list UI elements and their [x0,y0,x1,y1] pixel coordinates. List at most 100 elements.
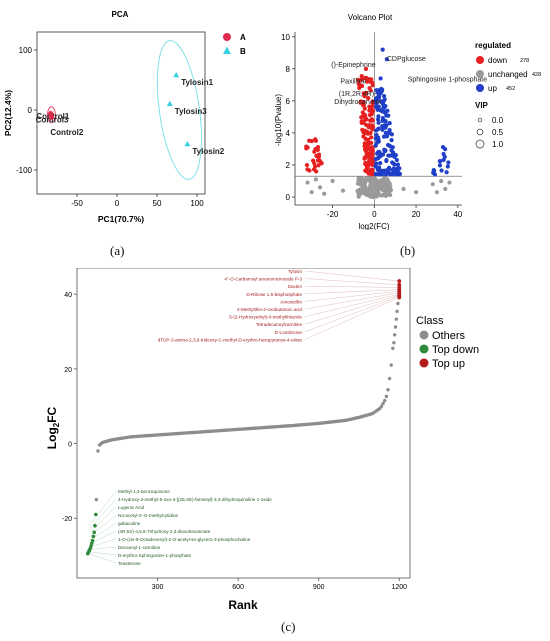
volcano-point-unchanged [443,186,448,192]
volcano-point-unchanged [356,189,362,195]
volcano-point-up [444,170,449,175]
volcano-point-unchanged [373,177,378,182]
volcano-point-up [378,76,383,81]
volcano-point-up [437,163,443,168]
volcano-size-legend-marker [475,139,485,149]
rank-top-down-leader [88,506,117,534]
volcano-point-unchanged [358,182,363,187]
volcano-point-unchanged [430,182,435,187]
volcano-x-tick-label: 20 [412,210,421,219]
rank-point [387,376,392,381]
volcano-point-down [315,146,320,151]
volcano-legend-marker [476,56,484,64]
volcano-point-up [386,131,391,136]
pca-point-label: Tylosin2 [192,147,224,156]
rank-y-tick-label: -20 [62,516,72,523]
volcano-point-up [375,107,380,112]
rank-point [386,388,390,392]
volcano-point-up [387,121,392,126]
volcano-point-up [373,143,378,148]
pca-legend-label: B [240,47,246,56]
rank-top-down-label: (4R,5S)-4,5,6-Trihydroxy-2,3-dioxohexano… [118,529,211,534]
volcano-point-down [367,85,372,91]
volcano-point-down [367,123,372,128]
rank-point [396,301,400,306]
volcano-legend-count: 428 [532,72,541,78]
volcano-point-unchanged [365,177,370,182]
volcano-point-up [374,128,379,133]
volcano-point-up [381,93,387,99]
volcano-size-legend-title: VIP [475,101,489,110]
volcano-point-unchanged [362,191,367,196]
volcano-point-down [304,144,309,149]
volcano-y-tick-label: 2 [286,161,291,170]
volcano-point-up [378,161,383,166]
volcano-panel: Volcano Plot -20 0 20 40 0 2 4 6 8 10 CDPglucose (… [270,0,550,265]
volcano-point-up [381,134,387,139]
rank-x-axis-label: Rank [228,598,258,612]
volcano-point-down [313,138,319,143]
volcano-size-legend-marker [477,117,483,123]
volcano-size-legend-marker [476,128,484,136]
volcano-point-down [361,103,366,108]
rank-point [393,325,398,329]
volcano-point-up [394,157,399,163]
rank-top-up-label: dTDP-3-amino-2,3,6-trideoxy-C-methyl-D-e… [158,337,303,342]
rank-point [94,497,99,502]
volcano-point-down [363,136,368,141]
volcano-point-unchanged [413,190,419,195]
pca-x-axis-label: PC1(70.7%) [98,214,144,224]
volcano-point-up [380,127,385,132]
volcano-point-unchanged [447,180,452,185]
volcano-point-down [363,161,368,167]
volcano-point-up [438,159,443,164]
volcano-point-down [361,120,366,125]
volcano-size-legend-label: 0.5 [492,128,504,137]
rank-point-top-down [93,512,98,517]
rank-top-down-leader [89,538,117,548]
rank-top-down-label: Methyl-1,4-benzoquinone [118,489,170,494]
volcano-point-unchanged [374,193,379,199]
volcano-point-down [367,160,372,165]
volcano-point-up [377,154,382,160]
volcano-point-down [316,158,321,163]
volcano-y-tick-label: 0 [286,193,291,202]
rank-point [379,404,384,408]
volcano-point-unchanged [387,186,392,191]
rank-top-down-label: 4-Hydroxy-3-methyl-5-oxo-4-[(2E,6E)-farn… [118,497,272,502]
rank-top-up-label: D-Ribose 1,5-bisphosphate [246,292,302,297]
rank-legend: Class Others Top down Top up [416,315,479,370]
volcano-point-down [307,168,312,173]
volcano-point-up [376,114,381,119]
rank-top-down-label: Lugenic Acid [118,505,144,510]
pca-x-tick-label: -50 [71,199,83,208]
volcano-point-down [362,144,367,149]
rank-x-tick-label: 900 [313,584,325,591]
volcano-point-up [432,172,438,177]
volcano-annotation: ()-Epinephrine [331,62,375,69]
volcano-point-down [370,123,375,128]
volcano-point-up [384,158,389,164]
pca-point-tylosin2 [184,141,191,147]
volcano-point-unchanged [434,190,440,195]
pca-legend-marker [223,46,231,54]
volcano-point-down [367,151,372,156]
volcano-point-up [382,149,387,154]
volcano-x-tick-label: 0 [372,210,377,219]
volcano-x-tick-label: -20 [327,210,339,219]
volcano-point-up [386,167,391,172]
volcano-point-up [380,118,385,123]
volcano-y-axis-label: -log10(Pvalue) [274,94,283,146]
volcano-point-up [384,57,389,62]
volcano-point-up [381,171,386,176]
rank-y-tick-label: 0 [68,442,72,449]
rank-top-up-label: Dactim [288,284,302,289]
volcano-point-down [366,96,371,101]
pca-point-tylosin1 [173,72,180,78]
volcano-point-up [442,154,447,159]
volcano-point-unchanged [383,193,389,199]
volcano-point-up [376,166,381,171]
volcano-point-down [358,99,363,104]
rank-point [395,309,399,314]
volcano-point-up [373,157,378,162]
